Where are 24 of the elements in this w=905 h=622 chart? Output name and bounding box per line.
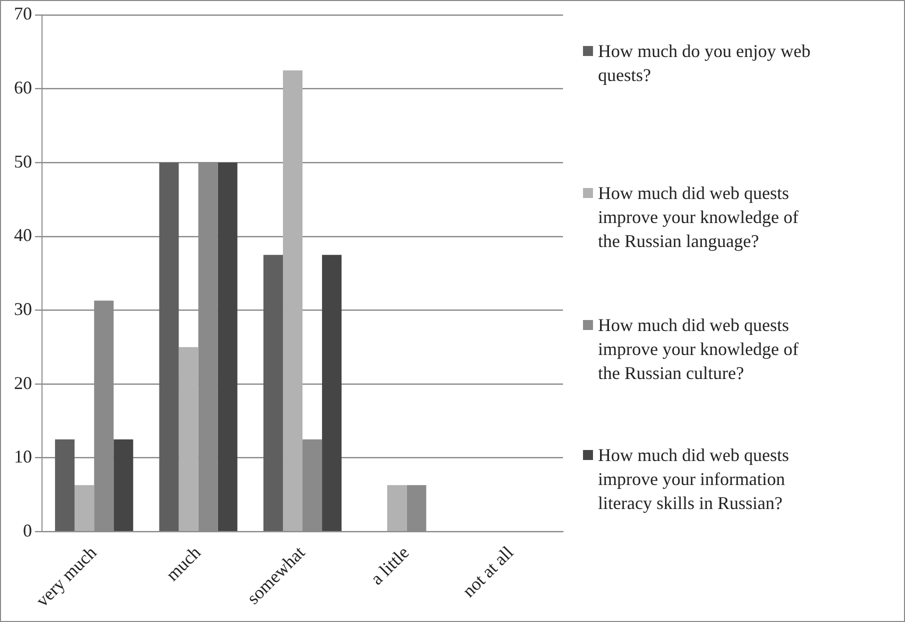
y-tick-label: 20	[14, 372, 32, 393]
y-tick-label: 0	[23, 520, 32, 540]
bar	[218, 162, 238, 532]
bar	[55, 439, 75, 532]
bar	[387, 485, 407, 532]
legend-label: How much did web quests improve your knowledge of the Russian culture?	[598, 314, 800, 385]
legend-label: How much did web quests improve your knowledge of the Russian language?	[598, 182, 800, 253]
bar	[263, 254, 283, 532]
x-tick-label: a little	[366, 542, 413, 589]
y-tick-label: 10	[14, 446, 32, 467]
bar	[159, 162, 179, 532]
legend-label: How much do you enjoy web quests?	[598, 40, 812, 87]
x-tick-label: not at all	[458, 542, 518, 601]
bar	[178, 347, 198, 532]
bar	[74, 485, 94, 532]
y-tick-label: 40	[14, 225, 32, 246]
bar	[322, 254, 342, 532]
y-tick-label: 30	[14, 298, 32, 319]
y-tick-label: 70	[14, 4, 32, 24]
y-tick-label: 60	[14, 78, 32, 98]
legend-label: How much did web quests improve your information literacy skills in Russian?	[598, 444, 790, 515]
bar	[114, 439, 134, 532]
y-tick-label: 50	[14, 151, 32, 172]
bar	[282, 70, 302, 532]
